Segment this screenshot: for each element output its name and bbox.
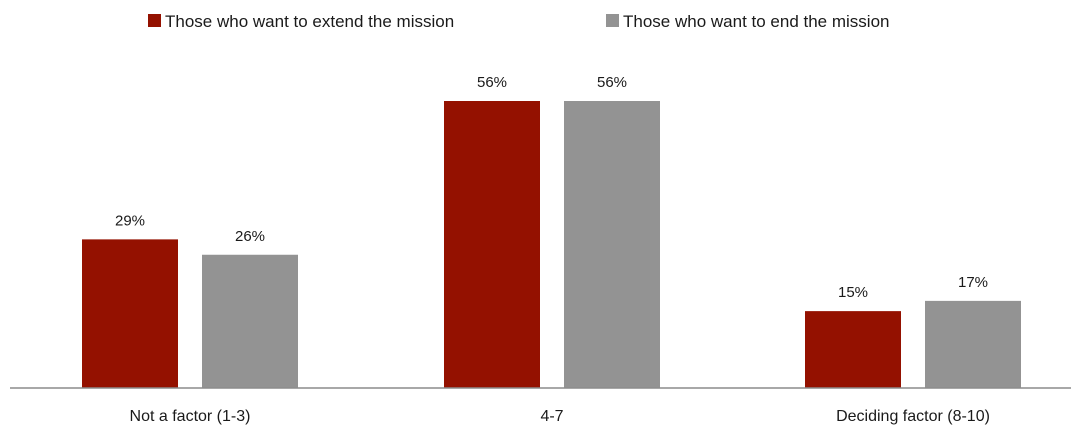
bar: [444, 101, 540, 388]
data-label: 56%: [597, 74, 627, 91]
value-labels: 29% 26% 56% 56% 15% 17%: [115, 74, 988, 301]
category-label: 4-7: [540, 408, 563, 425]
legend-swatch: [148, 14, 161, 27]
bars: [82, 101, 1021, 388]
legend: Those who want to extend the mission Thos…: [148, 12, 889, 31]
bar: [805, 311, 901, 388]
legend-label: Those who want to extend the mission: [165, 12, 454, 31]
data-label: 26%: [235, 228, 265, 245]
category-label: Deciding factor (8-10): [836, 408, 990, 425]
data-label: 15%: [838, 284, 868, 301]
legend-item: Those who want to end the mission: [606, 12, 889, 31]
bar: [925, 300, 1021, 388]
data-label: 17%: [958, 274, 988, 291]
legend-label: Those who want to end the mission: [623, 12, 889, 31]
bar: [564, 101, 660, 388]
data-label: 29%: [115, 212, 145, 229]
category-label: Not a factor (1-3): [130, 408, 251, 425]
category-labels: Not a factor (1-3) 4-7 Deciding factor (8-…: [130, 408, 990, 425]
data-label: 56%: [477, 74, 507, 91]
bar: [82, 239, 178, 388]
legend-swatch: [606, 14, 619, 27]
legend-item: Those who want to extend the mission: [148, 12, 454, 31]
bar: [202, 254, 298, 388]
